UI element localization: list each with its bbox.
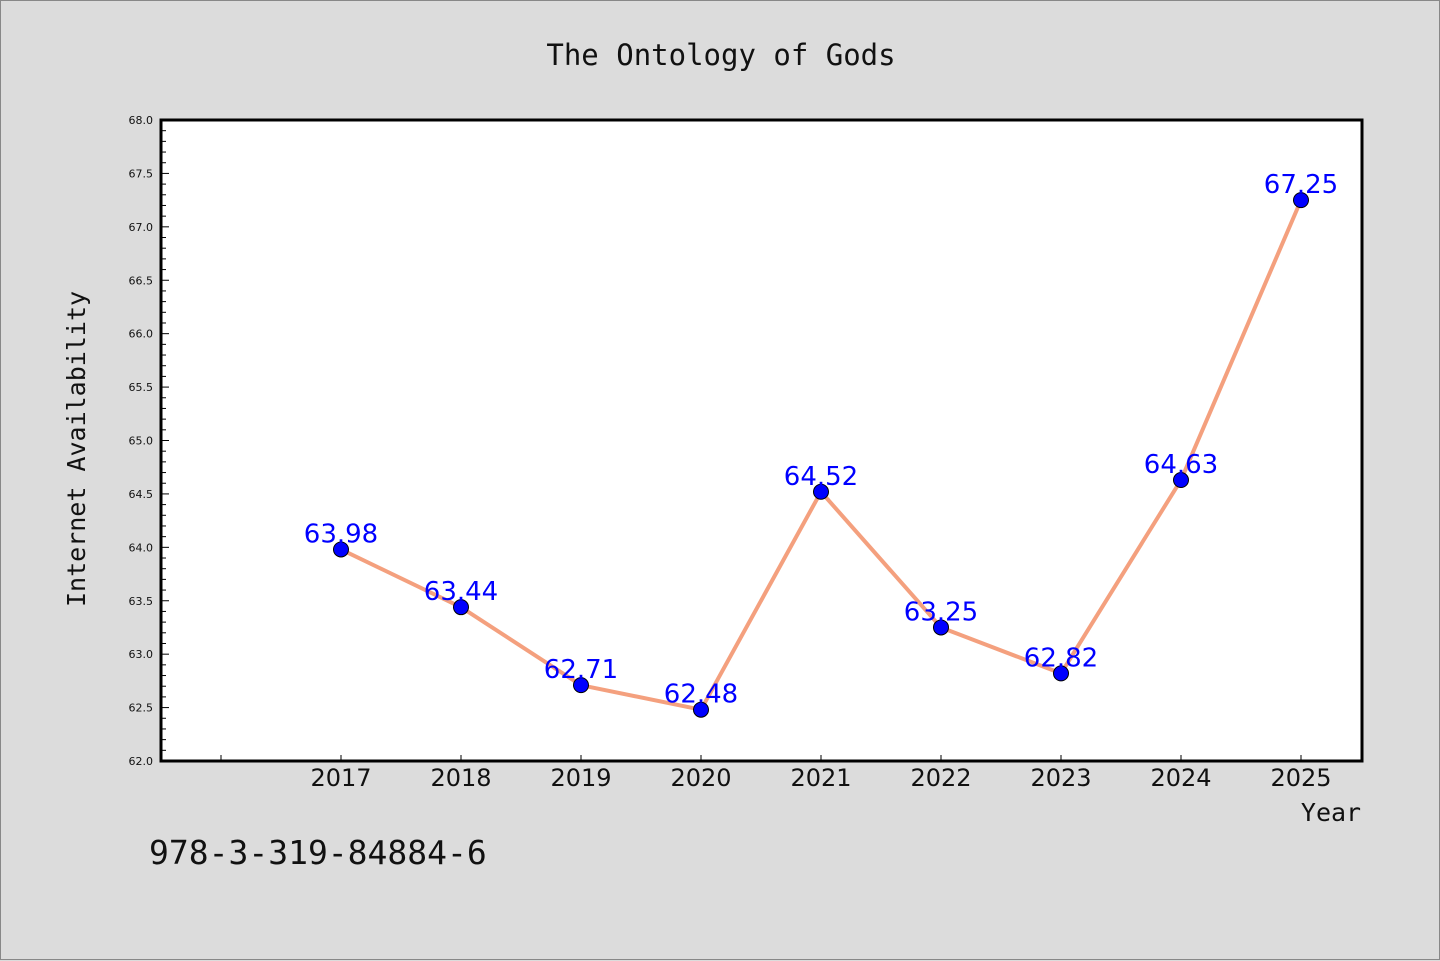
marker-group	[333, 192, 1309, 718]
data-label: 63.25	[904, 597, 978, 627]
data-label: 67.25	[1264, 170, 1338, 200]
y-tick-label: 65.0	[129, 435, 154, 448]
data-point	[933, 619, 949, 636]
x-tick-label: 2020	[670, 764, 731, 792]
data-label: 62.48	[664, 680, 738, 710]
data-point	[813, 483, 829, 500]
x-tick-label: 2018	[430, 764, 491, 792]
y-tick-label: 64.5	[129, 488, 154, 501]
y-tick-label: 62.5	[129, 702, 154, 715]
data-label-group: 63.98 63.44 62.71 62.48 64.52 63.25 62.82 64.63…	[304, 170, 1338, 710]
data-point	[453, 599, 469, 616]
y-tick-label: 66.5	[129, 274, 154, 287]
x-tick-label: 2023	[1030, 764, 1091, 792]
data-label: 64.52	[784, 462, 858, 492]
data-point	[333, 541, 349, 558]
y-tick-label: 65.5	[129, 381, 154, 394]
y-tick-label: 64.0	[129, 541, 154, 554]
data-point	[1173, 472, 1189, 489]
data-label: 64.63	[1144, 450, 1218, 480]
y-axis-label: Internet Availability	[62, 291, 91, 607]
isbn-text: 978-3-319-84884-6	[149, 833, 487, 872]
x-tick-label: 2021	[790, 764, 851, 792]
y-tick-label: 67.5	[129, 167, 154, 180]
y-axis: 62.0 62.5 63.0 63.5 64.0 64.5 65.0 65.5 66.0 66.5…	[129, 114, 169, 768]
y-tick-label: 68.0	[129, 114, 154, 127]
x-tick-label: 2017	[310, 764, 371, 792]
x-tick-label: 2022	[910, 764, 971, 792]
data-label: 62.82	[1024, 643, 1098, 673]
data-point	[1053, 665, 1069, 682]
x-tick-label: 2019	[550, 764, 611, 792]
x-tick-label: 2025	[1270, 764, 1331, 792]
data-point	[693, 701, 709, 718]
x-tick-label: 2024	[1150, 764, 1211, 792]
data-label: 63.98	[304, 519, 378, 549]
y-tick-label: 63.0	[129, 648, 154, 661]
x-axis-label: Year	[1301, 798, 1361, 827]
plot-area	[159, 118, 1364, 763]
y-tick-label: 66.0	[129, 328, 154, 341]
x-axis: 2017 2018 2019 2020 2021 2022 2023 2024 2025	[220, 755, 1332, 792]
data-label: 63.44	[424, 577, 498, 607]
y-tick-label: 63.5	[129, 595, 154, 608]
data-label: 62.71	[544, 655, 618, 685]
y-tick-label: 67.0	[129, 221, 154, 234]
data-point	[1293, 192, 1309, 209]
chart-title: The Ontology of Gods	[546, 38, 895, 72]
data-point	[573, 677, 589, 694]
y-tick-label: 62.0	[129, 755, 154, 768]
